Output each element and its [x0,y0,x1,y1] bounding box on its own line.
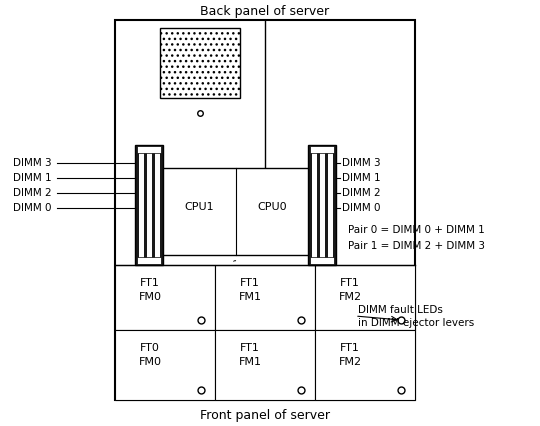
Text: Pair 1 = DIMM 2 + DIMM 3: Pair 1 = DIMM 2 + DIMM 3 [348,241,485,251]
Bar [115,265,215,330]
Bar [320,151,325,259]
Bar [215,265,315,330]
Text: DIMM 3: DIMM 3 [342,158,381,168]
Text: DIMM 2: DIMM 2 [13,188,52,198]
Text: FT1: FT1 [240,343,260,353]
Bar [147,151,152,259]
Bar [312,151,317,259]
Text: DIMM 3: DIMM 3 [13,158,52,168]
Text: in DIMM ejector levers: in DIMM ejector levers [358,318,474,328]
Text: Back panel of server: Back panel of server [200,6,329,18]
Bar [135,145,163,265]
Text: FT1: FT1 [140,278,160,288]
Bar [310,257,334,264]
Bar [115,20,415,400]
Text: FM2: FM2 [339,292,362,302]
Bar [315,330,415,400]
Text: DIMM 1: DIMM 1 [13,173,52,183]
Bar [155,151,160,259]
Bar [160,28,240,98]
Text: DIMM 2: DIMM 2 [342,188,381,198]
Text: Front panel of server: Front panel of server [200,409,330,421]
Bar [115,330,215,400]
Bar [328,151,333,259]
Text: FM2: FM2 [339,357,362,367]
Text: FM0: FM0 [138,292,161,302]
Text: Pair 0 = DIMM 0 + DIMM 1: Pair 0 = DIMM 0 + DIMM 1 [348,225,485,235]
Text: DIMM 0: DIMM 0 [13,203,51,213]
Bar [310,146,334,153]
Text: DIMM fault LEDs: DIMM fault LEDs [358,305,443,315]
Text: ′′: ′′ [233,260,238,270]
Bar [308,145,336,265]
Text: FM1: FM1 [239,292,261,302]
Bar [315,265,415,330]
Text: CPU1: CPU1 [185,201,214,211]
Text: FT1: FT1 [340,343,360,353]
Bar [139,151,144,259]
Bar [215,330,315,400]
Text: FT1: FT1 [240,278,260,288]
Text: FM0: FM0 [138,357,161,367]
Text: FT1: FT1 [340,278,360,288]
Bar [137,146,161,153]
Text: CPU0: CPU0 [257,201,287,211]
Bar [163,168,308,255]
Text: FT0: FT0 [140,343,160,353]
Text: DIMM 1: DIMM 1 [342,173,381,183]
Text: FM1: FM1 [239,357,261,367]
Bar [137,257,161,264]
Text: DIMM 0: DIMM 0 [342,203,381,213]
